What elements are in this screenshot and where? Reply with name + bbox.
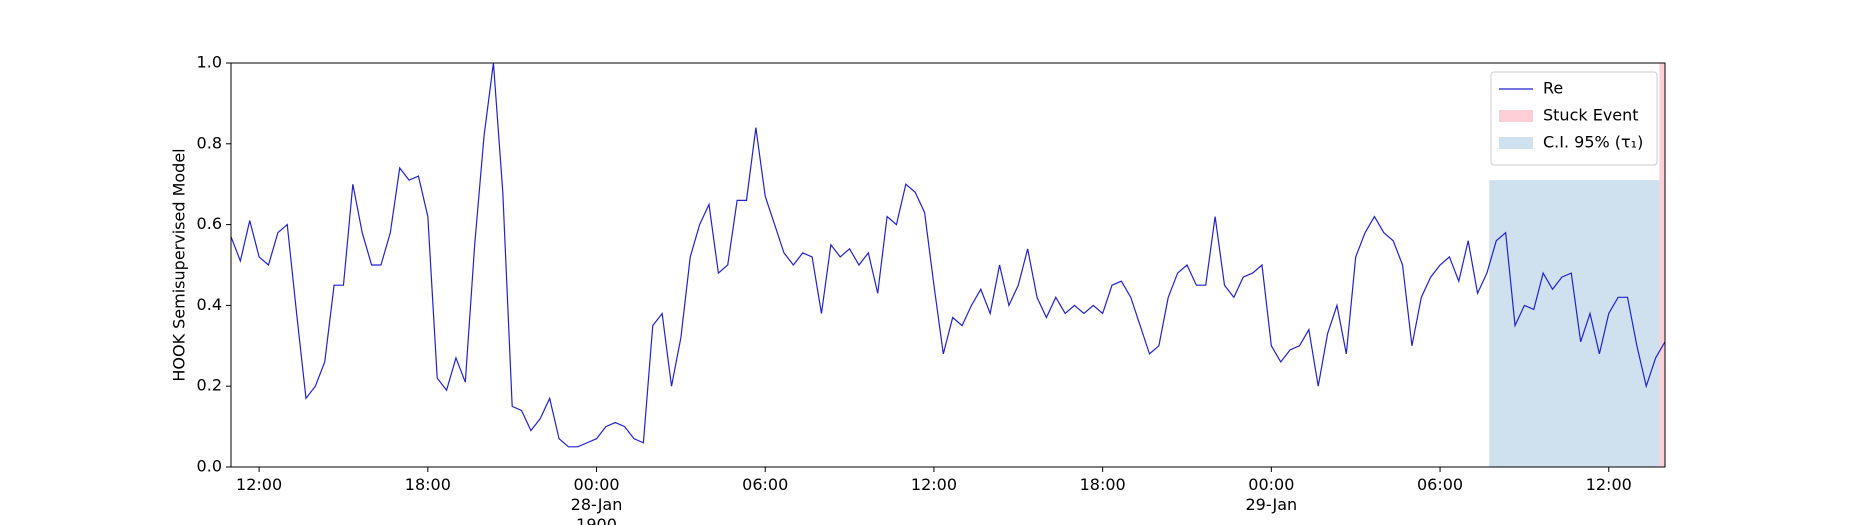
line	[230, 62, 1666, 448]
x-tick-label: 06:00	[1416, 475, 1464, 494]
y-tick-label: 1.0	[197, 53, 222, 72]
legend-patch	[1499, 110, 1533, 122]
y-tick-label: 0.4	[197, 295, 222, 314]
y-tick-label: 0.8	[197, 133, 222, 152]
legend-label: Stuck Event	[1543, 106, 1639, 125]
x-tick-label: 00:00 29-Jan	[1245, 475, 1298, 514]
y-tick-label: 0.2	[197, 376, 222, 395]
y-tick-label: 0.6	[197, 214, 222, 233]
x-tick-label: 12:00	[1585, 475, 1632, 494]
x-tick-label: 12:00	[910, 475, 957, 494]
y-tick-label: 0.0	[197, 457, 222, 476]
legend-label: C.I. 95% (τ₁)	[1543, 133, 1643, 152]
axes-frame	[230, 62, 1666, 468]
x-tick-label: 06:00	[742, 475, 789, 494]
shaded-span	[1489, 180, 1660, 467]
x-tick-label: 18:00	[1079, 475, 1126, 494]
legend-patch	[1499, 137, 1533, 149]
x-tick-label: 12:00	[236, 475, 283, 494]
x-tick-label: 00:00 28-Jan 1900	[570, 475, 623, 525]
legend: Re Stuck Event C.I. 95% (τ₁)	[1490, 71, 1658, 166]
x-tick-label: 18:00	[404, 475, 451, 494]
shaded-span	[1659, 63, 1665, 467]
y-axis-label: HOOK Semisupervised Model	[170, 148, 189, 381]
legend-label: Re	[1543, 79, 1563, 98]
